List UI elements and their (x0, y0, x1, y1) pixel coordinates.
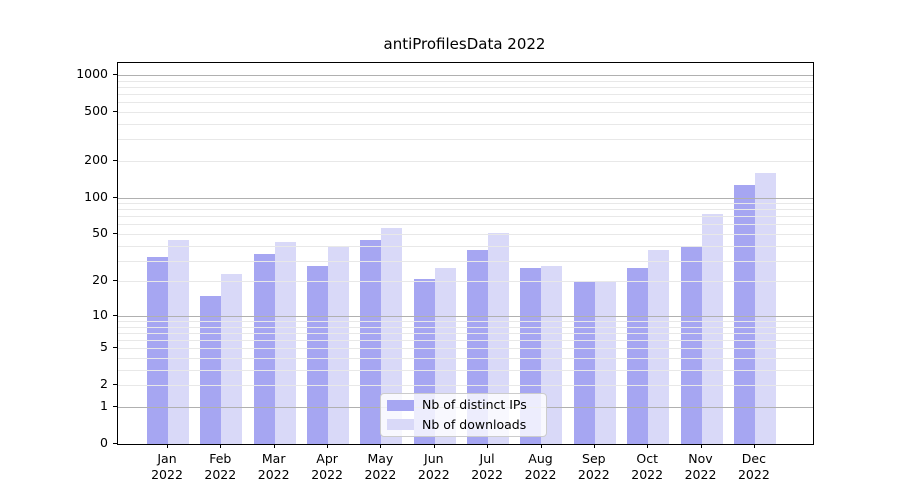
gridline (118, 197, 813, 199)
bar-distinct-ips-oct (627, 267, 649, 444)
y-tick-label: 1000 (76, 65, 108, 81)
y-tick-mark (113, 196, 117, 198)
bar-downloads-oct (648, 249, 670, 444)
gridline (118, 224, 813, 226)
y-tick-label: 200 (84, 151, 108, 167)
x-tick-mark (167, 444, 168, 448)
y-tick-label: 5 (100, 339, 108, 355)
bar-downloads-sep (594, 281, 616, 444)
bar-downloads-mar (274, 241, 296, 444)
bar-distinct-ips-may (360, 239, 382, 444)
x-tick-label-oct: Oct 2022 (631, 451, 664, 482)
x-tick-mark (327, 444, 329, 448)
x-tick-label-apr: Apr 2022 (311, 451, 343, 482)
gridline (118, 281, 813, 283)
y-tick-mark (113, 347, 117, 349)
gridline (118, 348, 813, 350)
y-tick-label: 0 (100, 435, 108, 450)
gridline (118, 260, 813, 262)
y-tick-label: 100 (84, 188, 108, 204)
gridline (118, 160, 813, 162)
gridline (118, 86, 813, 88)
legend-item: Nb of distinct IPs (387, 397, 540, 414)
gridline (118, 369, 813, 371)
bar-distinct-ips-jan (147, 257, 168, 444)
gridline (118, 321, 813, 322)
x-tick-label-jul: Jul 2022 (471, 451, 503, 482)
x-tick-label-jan: Jan 2022 (151, 451, 183, 482)
gridline (118, 139, 813, 141)
x-tick-mark (593, 444, 595, 448)
gridline (118, 385, 813, 387)
x-tick-mark (753, 444, 755, 448)
gridline (118, 245, 813, 247)
y-tick-mark (113, 73, 117, 75)
bar-distinct-ips-sep (573, 281, 595, 444)
y-tick-mark (113, 443, 117, 444)
x-tick-label-aug: Aug 2022 (524, 451, 557, 482)
plot-area (117, 62, 814, 445)
y-tick-label: 500 (84, 102, 108, 118)
gridline (118, 332, 813, 334)
bar-downloads-jan (168, 239, 189, 444)
legend-label-distinct-ips: Nb of distinct IPs (422, 397, 527, 413)
gridline (118, 74, 813, 76)
gridline (118, 340, 813, 342)
legend-label-downloads: Nb of downloads (422, 416, 527, 432)
y-tick-mark (113, 159, 117, 161)
gridline (118, 209, 813, 211)
legend-swatch-downloads-icon (387, 419, 414, 431)
gridline (118, 80, 813, 82)
bar-downloads-feb (221, 274, 243, 444)
gridline (118, 123, 813, 125)
bar-downloads-dec (754, 173, 776, 444)
gridline (118, 326, 813, 328)
legend-swatch-distinct-ips-icon (387, 399, 414, 411)
gridline (118, 216, 813, 218)
bar-downloads-jul (488, 232, 510, 444)
x-tick-label-feb: Feb 2022 (204, 451, 237, 482)
gridline (118, 203, 813, 204)
bar-distinct-ips-dec (733, 184, 755, 444)
y-tick-label: 10 (92, 306, 108, 322)
gridline (118, 234, 813, 235)
legend-item: Nb of downloads (387, 417, 540, 434)
bar-downloads-nov (701, 214, 723, 444)
x-tick-mark (433, 444, 435, 448)
x-tick-label-jun: Jun 2022 (417, 451, 450, 482)
y-tick-mark (113, 280, 117, 282)
y-tick-label: 2 (100, 376, 108, 392)
x-tick-label-sep: Sep 2022 (577, 451, 610, 482)
y-tick-mark (113, 110, 117, 112)
x-tick-mark (700, 444, 702, 448)
gridline (118, 315, 813, 317)
y-tick-label: 1 (100, 398, 108, 413)
x-tick-label-dec: Dec 2022 (737, 451, 770, 482)
legend: Nb of distinct IPs Nb of downloads (380, 393, 547, 437)
x-tick-mark (647, 444, 649, 448)
x-tick-mark (540, 444, 542, 448)
x-tick-mark (220, 444, 222, 448)
y-tick-mark (113, 384, 117, 386)
bar-distinct-ips-nov (680, 245, 702, 444)
y-tick-mark (113, 406, 117, 407)
y-tick-label: 20 (92, 272, 108, 288)
x-tick-label-may: May 2022 (364, 451, 397, 482)
x-tick-mark (273, 444, 275, 448)
chart-title: antiProfilesData 2022 (383, 35, 546, 53)
y-tick-mark (113, 233, 117, 234)
bar-downloads-apr (328, 245, 350, 444)
x-tick-label-nov: Nov 2022 (684, 451, 717, 482)
gridline (118, 111, 813, 113)
gridline (118, 358, 813, 359)
x-tick-mark (487, 444, 489, 448)
gridline (118, 102, 813, 104)
x-tick-label-mar: Mar 2022 (257, 451, 290, 482)
y-tick-mark (113, 314, 117, 316)
y-tick-label: 50 (92, 225, 108, 240)
x-tick-mark (380, 444, 382, 448)
bar-distinct-ips-apr (307, 266, 329, 444)
gridline (118, 94, 813, 95)
